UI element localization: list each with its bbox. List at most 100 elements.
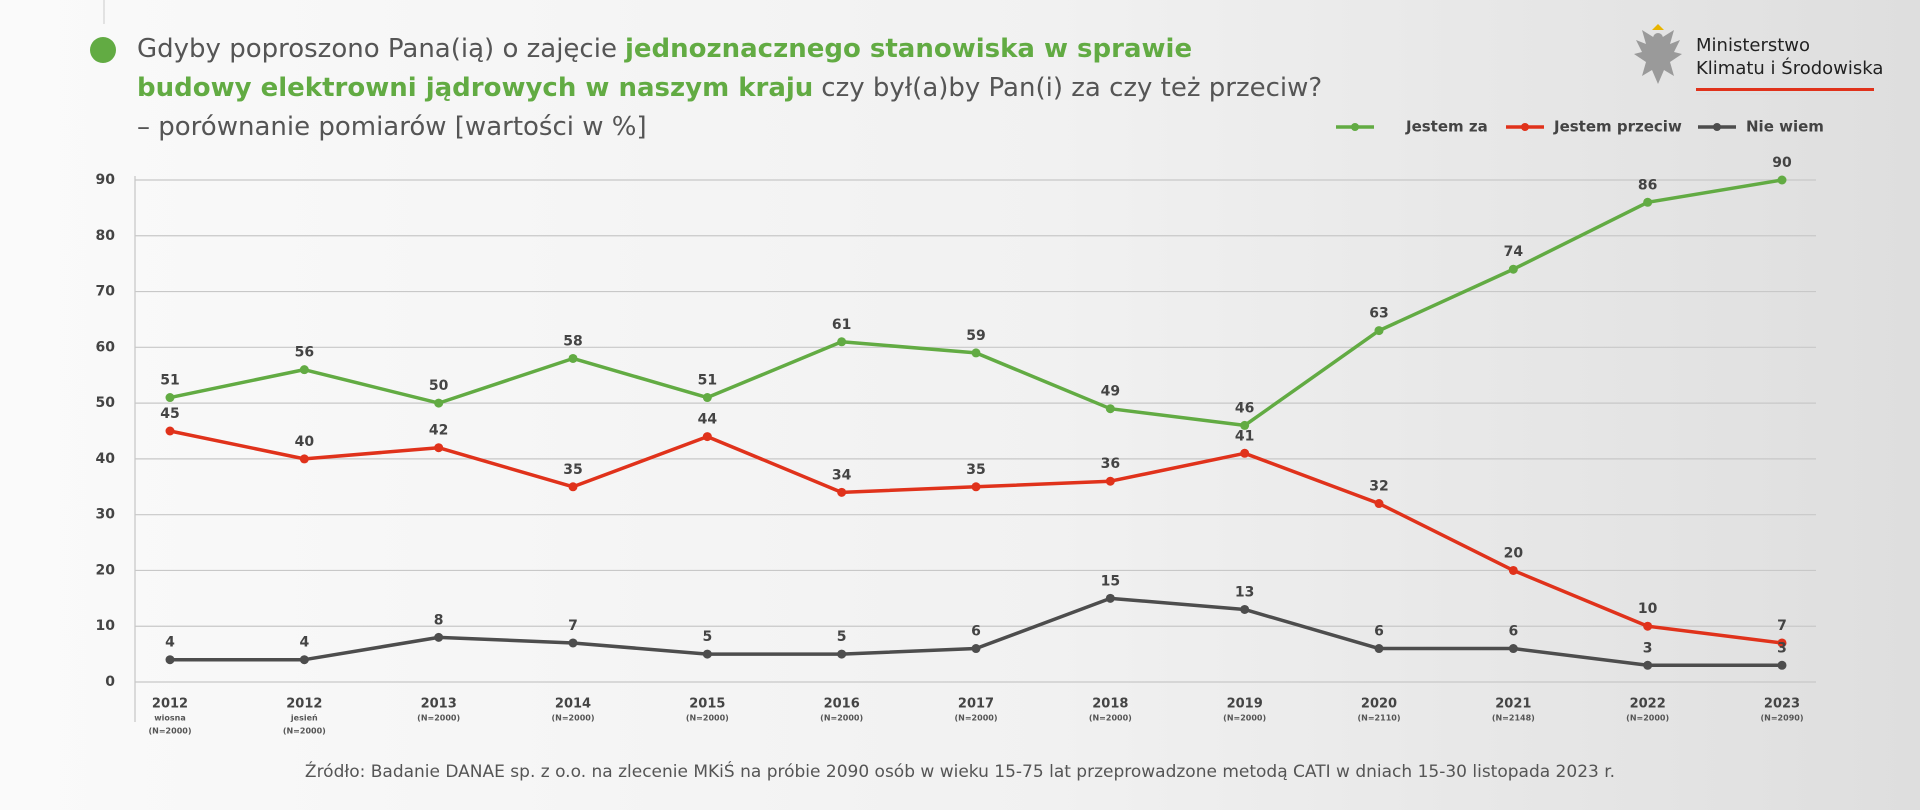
title-part: budowy elektrowni jądrowych w naszym kra…: [137, 73, 814, 103]
logo-emblem: [1634, 24, 1682, 84]
data-point: [299, 655, 309, 665]
data-point: [1643, 197, 1653, 207]
x-tick-label: 2019: [1227, 697, 1263, 712]
data-label: 4: [165, 635, 175, 651]
x-tick-sample: (N=2090): [1761, 714, 1804, 723]
logo-underline: [1696, 88, 1874, 91]
data-label: 50: [429, 378, 449, 394]
x-tick-sample: (N=2000): [1223, 714, 1266, 723]
data-label: 51: [698, 373, 717, 389]
data-label: 6: [1374, 624, 1384, 640]
data-point: [1105, 593, 1115, 603]
data-point: [971, 644, 981, 654]
data-label: 32: [1369, 479, 1388, 495]
data-label: 42: [429, 423, 448, 439]
logo-text: Ministerstwo: [1696, 35, 1810, 56]
legend-label: Nie wiem: [1746, 118, 1824, 136]
data-point: [971, 348, 981, 358]
data-label: 58: [563, 333, 582, 349]
data-label: 8: [434, 612, 444, 628]
data-label: 13: [1235, 584, 1254, 600]
data-point: [1374, 499, 1384, 509]
x-tick-label: 2018: [1092, 697, 1128, 712]
title-bullet: [90, 37, 116, 63]
data-point: [1508, 644, 1518, 654]
y-tick-label: 90: [96, 172, 116, 188]
data-point: [165, 426, 175, 436]
data-label: 5: [837, 629, 847, 645]
y-tick-label: 80: [96, 228, 116, 244]
data-label: 4: [299, 635, 309, 651]
data-point: [1777, 638, 1787, 648]
data-label: 74: [1504, 244, 1524, 260]
data-label: 3: [1777, 640, 1787, 656]
data-label: 56: [295, 345, 314, 361]
title-part: Gdyby poproszono Pana(ią) o zajęcie: [137, 34, 617, 64]
x-tick-label: 2022: [1630, 697, 1666, 712]
y-tick-label: 70: [96, 284, 116, 300]
data-point: [702, 649, 712, 659]
data-point: [1105, 476, 1115, 486]
title-part: czy był(a)by Pan(i) za czy też przeciw?: [821, 73, 1323, 103]
data-label: 7: [1777, 618, 1787, 634]
data-point: [1508, 264, 1518, 274]
x-tick-sample: (N=2000): [1626, 714, 1669, 723]
legend-swatch: [1351, 123, 1359, 131]
data-label: 35: [966, 462, 985, 478]
data-point: [837, 649, 847, 659]
data-label: 6: [971, 624, 981, 640]
data-label: 45: [160, 406, 179, 422]
y-tick-label: 10: [96, 618, 116, 634]
data-label: 5: [702, 629, 712, 645]
legend-swatch: [1521, 123, 1529, 131]
data-point: [299, 454, 309, 464]
source-note: Źródło: Badanie DANAE sp. z o.o. na zlec…: [305, 760, 1615, 782]
legend-swatch: [1713, 123, 1721, 131]
data-point: [568, 482, 578, 492]
data-point: [1105, 404, 1115, 414]
x-tick-note: jesień: [290, 714, 318, 723]
data-point: [1508, 565, 1518, 575]
x-tick-label: 2015: [689, 697, 725, 712]
data-point: [1240, 448, 1250, 458]
data-label: 49: [1101, 384, 1120, 400]
title-line: budowy elektrowni jądrowych w naszym kra…: [137, 69, 1322, 108]
data-label: 61: [832, 317, 851, 333]
data-label: 63: [1369, 306, 1388, 322]
data-label: 40: [295, 434, 315, 450]
x-tick-sample: (N=2000): [955, 714, 998, 723]
data-label: 15: [1101, 573, 1120, 589]
legend-label: Jestem za: [1405, 118, 1488, 136]
data-label: 34: [832, 467, 852, 483]
x-tick-sample: (N=2000): [149, 727, 192, 736]
data-point: [1643, 660, 1653, 670]
title-part: – porównanie pomiarów [wartości w %]: [137, 112, 647, 142]
x-tick-sample: (N=2000): [417, 714, 460, 723]
legend-label: Jestem przeciw: [1553, 118, 1682, 136]
data-point: [971, 482, 981, 492]
chart-title: Gdyby poproszono Pana(ią) o zajęcie jedno…: [137, 30, 1322, 147]
x-tick-label: 2012: [152, 697, 188, 712]
x-tick-sample: (N=2000): [1089, 714, 1132, 723]
x-tick-sample: (N=2110): [1358, 714, 1401, 723]
data-point: [1777, 660, 1787, 670]
data-label: 6: [1508, 624, 1518, 640]
x-tick-label: 2023: [1764, 697, 1800, 712]
data-point: [165, 655, 175, 665]
x-tick-label: 2012: [286, 697, 322, 712]
data-label: 20: [1504, 545, 1524, 561]
data-label: 86: [1638, 177, 1657, 193]
data-label: 51: [160, 373, 179, 389]
y-tick-label: 50: [96, 395, 116, 411]
x-tick-label: 2013: [421, 697, 457, 712]
data-point: [568, 638, 578, 648]
x-tick-note: wiosna: [154, 714, 185, 723]
data-point: [702, 432, 712, 442]
data-label: 90: [1772, 155, 1792, 171]
data-point: [1240, 420, 1250, 430]
x-tick-label: 2016: [824, 697, 860, 712]
data-point: [1777, 175, 1787, 185]
y-tick-label: 40: [96, 451, 116, 467]
title-part: jednoznacznego stanowiska w sprawie: [624, 34, 1193, 64]
y-tick-label: 20: [96, 562, 116, 578]
